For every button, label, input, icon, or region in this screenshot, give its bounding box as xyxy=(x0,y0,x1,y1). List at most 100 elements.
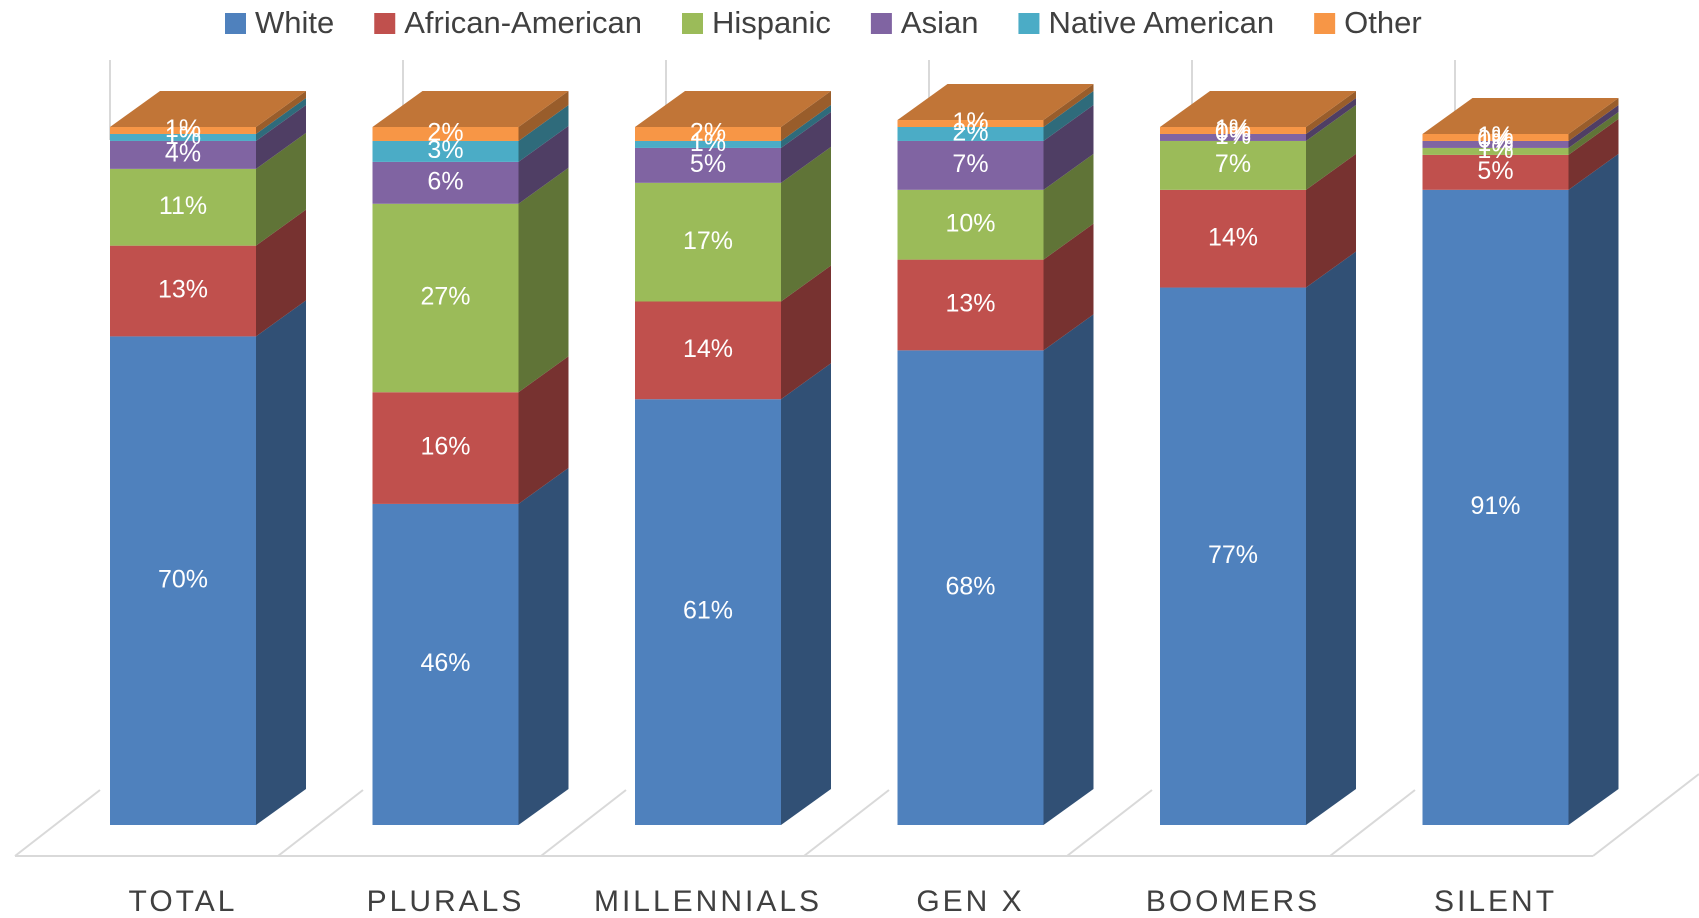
bar-side xyxy=(256,300,306,825)
data-label: 7% xyxy=(952,150,988,178)
bar-side xyxy=(781,91,831,141)
bar-top xyxy=(372,91,569,127)
bar-segment xyxy=(110,140,256,169)
data-label: 1% xyxy=(690,129,726,157)
legend-label: Native American xyxy=(1048,5,1274,40)
bar-side xyxy=(1306,153,1356,288)
bar-segment xyxy=(372,127,519,141)
bar-top xyxy=(635,91,831,127)
x-tick-label: GEN X xyxy=(916,885,1024,918)
bar-side xyxy=(1043,314,1094,825)
bar-side xyxy=(1568,153,1619,825)
bar-segment xyxy=(635,127,781,141)
x-tick-label: PLURALS xyxy=(367,885,525,918)
bar-side xyxy=(1306,251,1356,826)
bar-segment xyxy=(110,127,256,134)
data-label: 14% xyxy=(683,335,733,363)
bar-side xyxy=(781,363,831,825)
data-label: 1% xyxy=(1477,129,1513,157)
bar-segment xyxy=(1422,154,1569,190)
data-label: 13% xyxy=(158,276,208,304)
bar-segment xyxy=(1160,287,1306,825)
data-label: 91% xyxy=(1470,492,1520,520)
data-label: 2% xyxy=(952,119,988,147)
bar-segment xyxy=(635,140,781,148)
data-label: 6% xyxy=(427,167,463,195)
data-label: 1% xyxy=(1477,122,1513,150)
data-label: 2% xyxy=(427,119,463,147)
bar-segment xyxy=(635,182,781,302)
bar-segment xyxy=(1422,147,1569,155)
bar-side xyxy=(1568,97,1619,141)
bar-segment xyxy=(1422,140,1569,148)
bar-side xyxy=(256,209,306,337)
bar-side xyxy=(1568,104,1619,148)
data-label: 7% xyxy=(1215,150,1251,178)
legend-label: African-American xyxy=(404,5,642,40)
data-label: 46% xyxy=(420,649,470,677)
legend-swatch xyxy=(1018,13,1040,34)
bars: TOTAL70%13%11%4%1%1%PLURALS46%16%27%6%3%… xyxy=(110,84,1619,918)
legend-swatch xyxy=(870,13,892,34)
legend-label: White xyxy=(255,5,334,40)
bar-segment xyxy=(1160,189,1306,288)
bar-side xyxy=(518,467,569,825)
legend-label: Other xyxy=(1344,5,1422,40)
bar-segment xyxy=(1422,133,1569,141)
bar-segment xyxy=(635,399,781,825)
data-label: 13% xyxy=(945,290,995,318)
bar-top xyxy=(1160,91,1356,127)
data-label: 16% xyxy=(420,433,470,461)
bar-segment xyxy=(1422,189,1569,825)
data-label: 1% xyxy=(952,108,988,136)
legend: White African-American Hispanic Asian Native… xyxy=(225,5,1422,40)
data-label: 10% xyxy=(945,209,995,237)
bar-side xyxy=(256,97,306,141)
data-label: 27% xyxy=(420,283,470,311)
legend-label: Asian xyxy=(901,5,979,40)
legend-swatch xyxy=(374,13,396,34)
bar-side xyxy=(781,111,831,183)
legend-label: Hispanic xyxy=(712,5,831,40)
data-label: 3% xyxy=(427,136,463,164)
bar-segment xyxy=(635,147,781,183)
bar-side xyxy=(256,132,306,246)
bar-side xyxy=(1043,91,1094,141)
legend-swatch xyxy=(682,13,703,34)
bar-side xyxy=(518,167,569,393)
bar-side xyxy=(1306,97,1356,141)
bar-segment xyxy=(372,203,519,393)
bar-segment xyxy=(372,392,519,504)
data-label: 1% xyxy=(165,122,201,150)
bar-side xyxy=(518,104,569,162)
bar-side xyxy=(518,125,569,204)
bar-side xyxy=(1306,91,1356,134)
bar-side xyxy=(518,91,569,141)
bar-segment xyxy=(1160,127,1306,134)
bar-segment xyxy=(897,140,1044,190)
bar-segment xyxy=(372,161,519,204)
bar-segment xyxy=(110,133,256,141)
bar-segment xyxy=(897,120,1044,127)
data-label: 1% xyxy=(1215,115,1251,143)
data-label: 2% xyxy=(690,119,726,147)
bar-segment xyxy=(897,127,1044,141)
bar-side xyxy=(1043,223,1094,351)
bar-segment xyxy=(110,336,256,825)
x-tick-label: BOOMERS xyxy=(1146,885,1320,918)
bar-segment xyxy=(110,168,256,246)
bar-top xyxy=(110,91,306,127)
bar-side xyxy=(256,91,306,134)
bar-segment xyxy=(635,301,781,400)
bar-side xyxy=(1568,111,1619,155)
bar-side xyxy=(1043,84,1094,127)
data-label: 61% xyxy=(683,597,733,625)
bar-side xyxy=(781,104,831,148)
bar-side xyxy=(1043,104,1094,190)
data-label: 0% xyxy=(1215,119,1251,147)
bar-side xyxy=(781,146,831,302)
bar-side xyxy=(518,356,569,504)
legend-swatch xyxy=(1314,13,1336,34)
data-label: 4% xyxy=(165,140,201,168)
